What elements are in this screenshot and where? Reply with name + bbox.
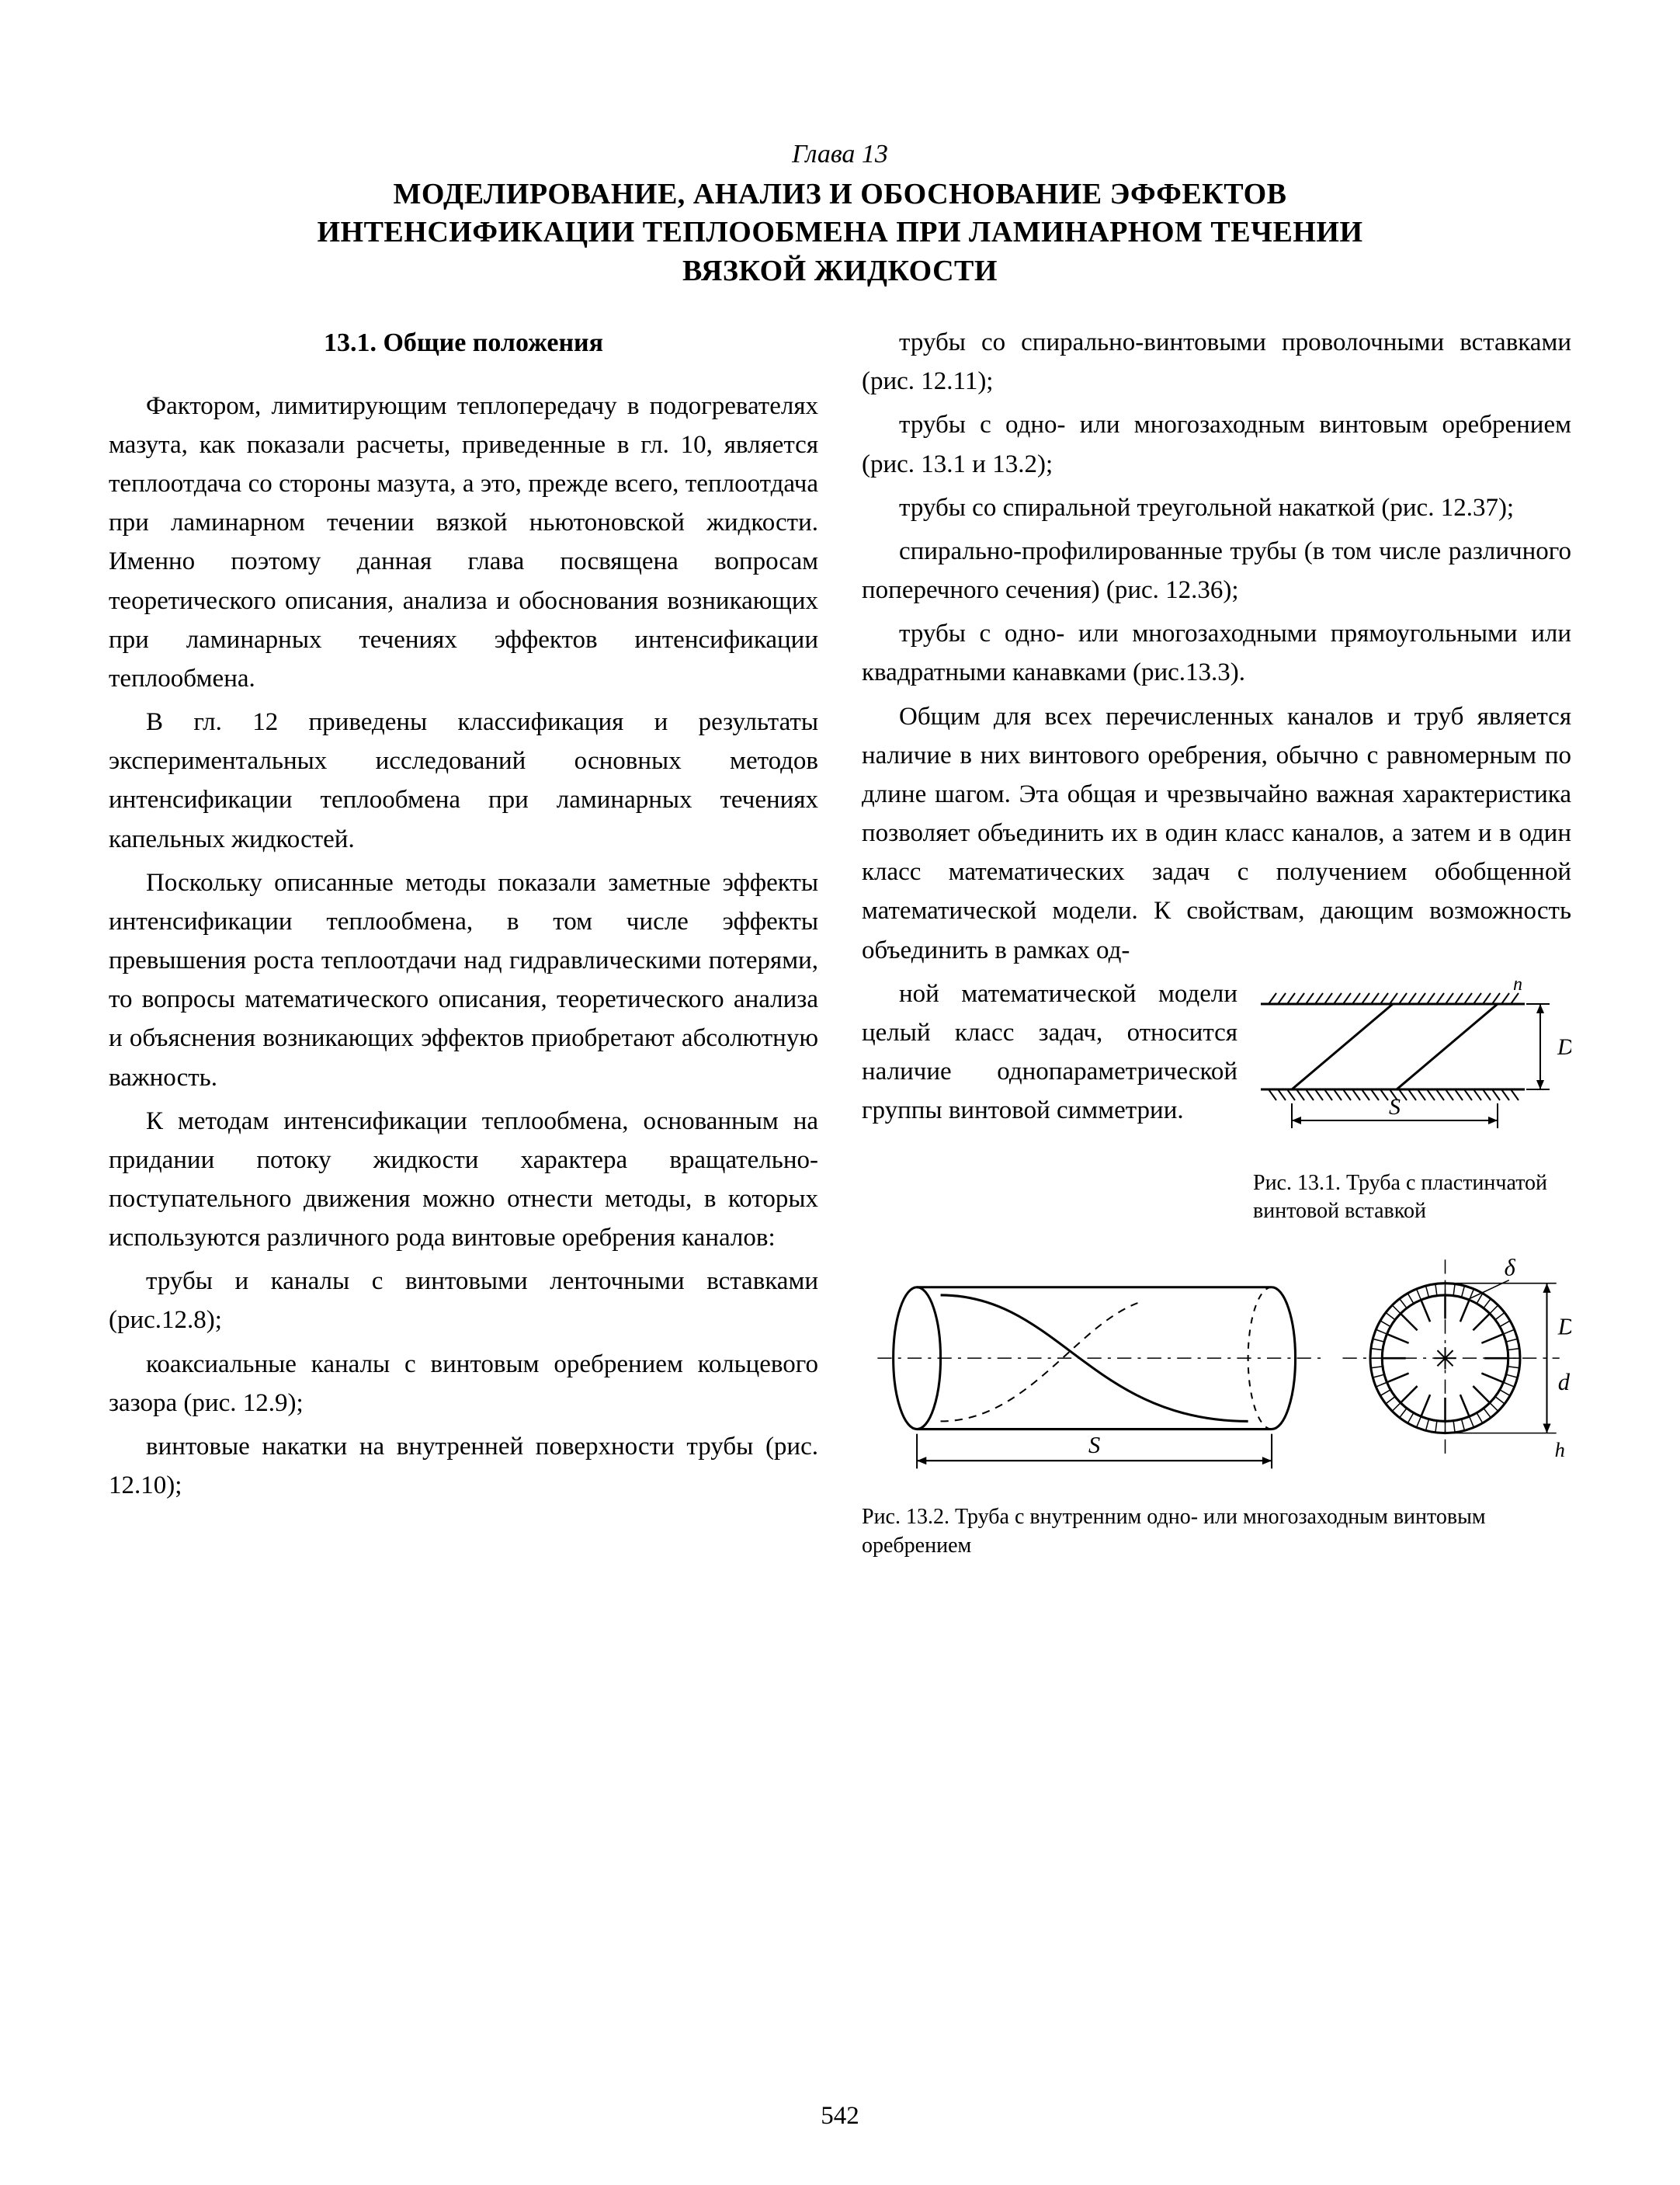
body-paragraph: К методам интенсификации теплообмена, ос… — [109, 1102, 818, 1258]
body-paragraph: Поскольку описанные методы показали заме… — [109, 863, 818, 1097]
figure-13-1: S Dh Рис. 13.1. Труба с пластинчатой винт… — [1253, 981, 1571, 1226]
chapter-title-line: ВЯЗКОЙ ЖИДКОСТИ — [682, 255, 998, 287]
body-paragraph: трубы с одно- или многозаходным винтовым… — [862, 405, 1571, 483]
body-paragraph: трубы со спирально-винтовыми проволочным… — [862, 323, 1571, 401]
figure-13-1-caption: Рис. 13.1. Труба с пластинчатой винтовой… — [1253, 1169, 1571, 1226]
svg-text:S: S — [1088, 1432, 1100, 1458]
chapter-title-line: ИНТЕНСИФИКАЦИИ ТЕПЛООБМЕНА ПРИ ЛАМИНАРНО… — [317, 216, 1362, 248]
body-paragraph: спирально-профилированные трубы (в том ч… — [862, 532, 1571, 610]
body-paragraph: трубы со спиральной треугольной накаткой… — [862, 488, 1571, 527]
section-heading: 13.1. Общие положения — [109, 323, 818, 363]
page: Глава 13 МОДЕЛИРОВАНИЕ, АНАЛИЗ И ОБОСНОВ… — [0, 0, 1680, 2185]
svg-text:h: h — [1555, 1438, 1565, 1461]
svg-text:S: S — [1389, 1094, 1401, 1120]
svg-text:δ: δ — [1505, 1254, 1516, 1280]
body-paragraph: Общим для всех перечисленных каналов и т… — [862, 697, 1571, 970]
body-paragraph: винтовые накатки на внутренней поверхнос… — [109, 1427, 818, 1505]
figure-13-2: Sδ Dd h Рис. 13.2. Труба с внутренним одно… — [862, 1248, 1571, 1561]
figure-13-2-svg: Sδ Dd h — [862, 1248, 1571, 1485]
svg-text:h: h — [1513, 981, 1522, 995]
body-paragraph: Фактором, лимитирующим теплопередачу в п… — [109, 387, 818, 698]
svg-text:D: D — [1557, 1034, 1571, 1060]
body-paragraph: трубы и каналы с винтовыми ленточными вс… — [109, 1262, 818, 1339]
chapter-title-line: МОДЕЛИРОВАНИЕ, АНАЛИЗ И ОБОСНОВАНИЕ ЭФФЕ… — [394, 178, 1287, 210]
page-number: 542 — [0, 2102, 1680, 2131]
chapter-label: Глава 13 — [109, 140, 1571, 169]
right-column: трубы со спирально-винтовыми проволочным… — [862, 323, 1571, 1560]
svg-text:d: d — [1558, 1368, 1571, 1395]
body-paragraph: В гл. 12 приведены классификация и резул… — [109, 703, 818, 859]
figure-13-1-svg: S Dh — [1253, 981, 1571, 1152]
chapter-title: МОДЕЛИРОВАНИЕ, АНАЛИЗ И ОБОСНОВАНИЕ ЭФФЕ… — [109, 175, 1571, 290]
svg-text:D: D — [1557, 1313, 1571, 1339]
body-paragraph: трубы с одно- или многозаходными прямоуг… — [862, 614, 1571, 692]
figure-13-2-caption: Рис. 13.2. Труба с внутренним одно- или … — [862, 1503, 1571, 1560]
left-column: 13.1. Общие положения Фактором, лимитиру… — [109, 323, 818, 1560]
two-column-body: 13.1. Общие положения Фактором, лимитиру… — [109, 323, 1571, 1560]
body-paragraph: коаксиальные каналы с винтовым оребрение… — [109, 1345, 818, 1423]
